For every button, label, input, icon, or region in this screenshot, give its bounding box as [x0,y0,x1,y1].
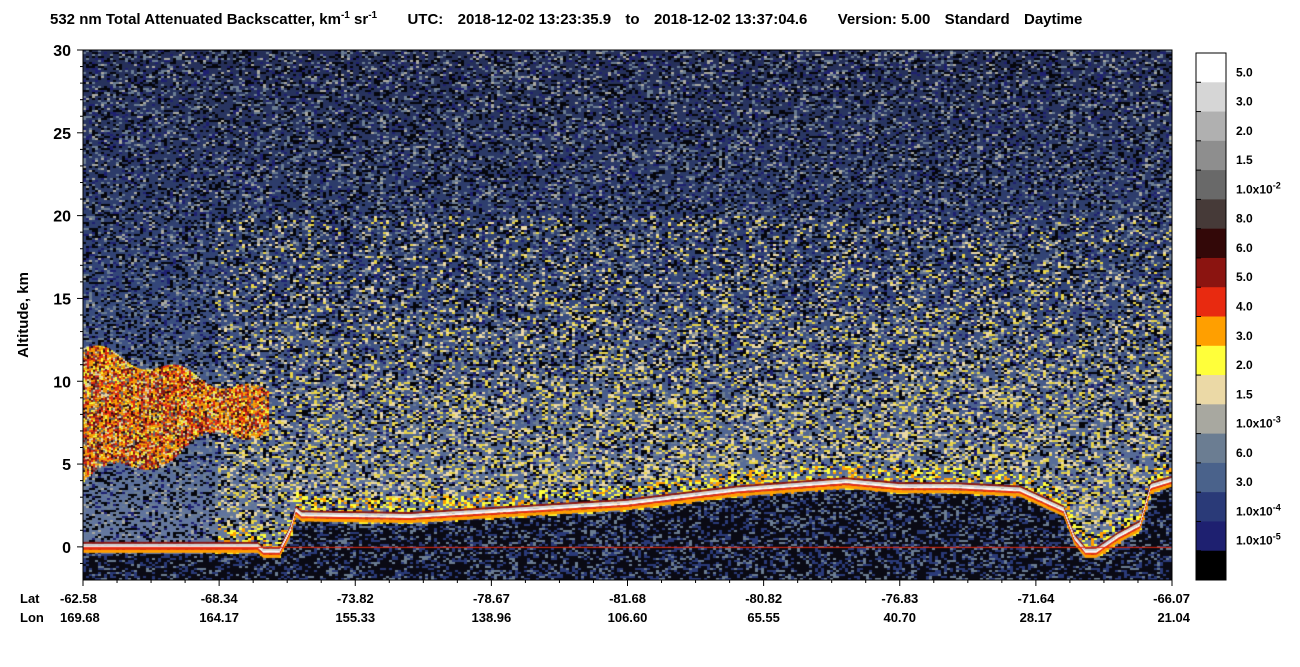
title-mode: Daytime [1024,11,1083,28]
colorbar-label: 5.0 [1236,270,1253,284]
colorbar-label: 6.0 [1236,446,1253,460]
colorbar-label: 8.0 [1236,212,1253,226]
colorbar-segment [1196,521,1226,552]
colorbar-label: 1.0x10-5 [1236,532,1281,548]
y-axis-label: Altitude, km [15,272,32,358]
title-version: Version: 5.00 [837,11,931,28]
colorbar-label: 1.0x10-2 [1236,180,1281,196]
title-start-time: 2018-12-02 13:23:35.9 [457,11,612,28]
colorbar-segment [1196,228,1226,259]
colorbar-segment [1196,287,1226,317]
lat-tick-label: -62.58 [60,591,97,606]
colorbar-segment [1196,170,1226,200]
title-product: Standard [944,11,1010,28]
colorbar-label: 2.0 [1236,124,1253,138]
lat-tick-label: -68.34 [201,591,239,606]
lon-tick-label: 21.04 [1157,610,1190,625]
y-tick-label: 0 [62,540,71,557]
lat-tick-label: -71.64 [1017,591,1055,606]
colorbar-segment [1196,199,1226,230]
y-tick-label: 15 [53,291,71,308]
colorbar-exponent: -5 [1273,532,1281,542]
lon-tick-label: 40.70 [883,610,916,625]
colorbar-exponent: -3 [1273,415,1281,425]
lat-tick-label: -66.07 [1153,591,1190,606]
colorbar-label: 1.5 [1236,153,1253,167]
title-utc-label: UTC: [407,11,444,28]
lat-tick-label: -80.82 [745,591,782,606]
y-tick-label: 10 [53,374,71,391]
colorbar-segment [1196,257,1226,288]
chart-title: 532 nm Total Attenuated Backscatter, km-… [50,10,1250,28]
colorbar-label: 3.0 [1236,329,1253,343]
colorbar-segment [1196,316,1226,347]
lat-tick-label: -78.67 [473,591,510,606]
lon-tick-label: 28.17 [1020,610,1053,625]
title-main: 532 nm Total Attenuated Backscatter, km [50,11,341,28]
colorbar-segment [1196,53,1226,83]
colorbar-label: 2.0 [1236,358,1253,372]
lon-tick-label: 106.60 [608,610,648,625]
colorbar-label: 1.0x10-4 [1236,502,1281,518]
colorbar-segment [1196,140,1226,171]
colorbar-label: 6.0 [1236,241,1253,255]
heatmap-image [83,50,1172,580]
lon-tick-label: 65.55 [747,610,780,625]
lat-tick-label: -81.68 [609,591,646,606]
lon-tick-label: 138.96 [471,610,511,625]
title-end-time: 2018-12-02 13:37:04.6 [653,11,808,28]
y-tick-label: 30 [53,43,71,60]
y-tick-label: 5 [62,457,71,474]
colorbar-segment [1196,375,1226,405]
colorbar-segment [1196,111,1226,142]
colorbar-segment [1196,404,1226,435]
title-to: to [625,11,640,28]
colorbar-label: 4.0 [1236,300,1253,314]
y-tick-label: 20 [53,209,71,226]
title-unit-exp1: -1 [340,10,350,21]
colorbar-segment [1196,433,1226,464]
colorbar-segment [1196,550,1226,581]
lon-tick-label: 169.68 [60,610,100,625]
colorbar-exponent: -2 [1273,180,1281,190]
y-tick-label: 25 [53,126,71,143]
lon-tick-label: 155.33 [335,610,375,625]
colorbar-segment [1196,462,1226,493]
colorbar-segment [1196,492,1226,522]
colorbar-label: 3.0 [1236,475,1253,489]
title-unit-exp2: -1 [368,10,378,21]
title-unit-sr: sr [349,11,369,28]
lat-tick-label: -73.82 [337,591,374,606]
lon-tick-label: 164.17 [199,610,239,625]
colorbar-label: 1.5 [1236,387,1253,401]
lat-label: Lat [20,591,40,606]
lat-tick-label: -76.83 [881,591,918,606]
colorbar-label: 3.0 [1236,95,1253,109]
lon-label: Lon [20,610,44,625]
colorbar-segment [1196,345,1226,376]
colorbar-segment [1196,82,1226,113]
colorbar-label: 1.0x10-3 [1236,415,1281,431]
colorbar-exponent: -4 [1273,502,1281,512]
colorbar-label: 5.0 [1236,65,1253,79]
